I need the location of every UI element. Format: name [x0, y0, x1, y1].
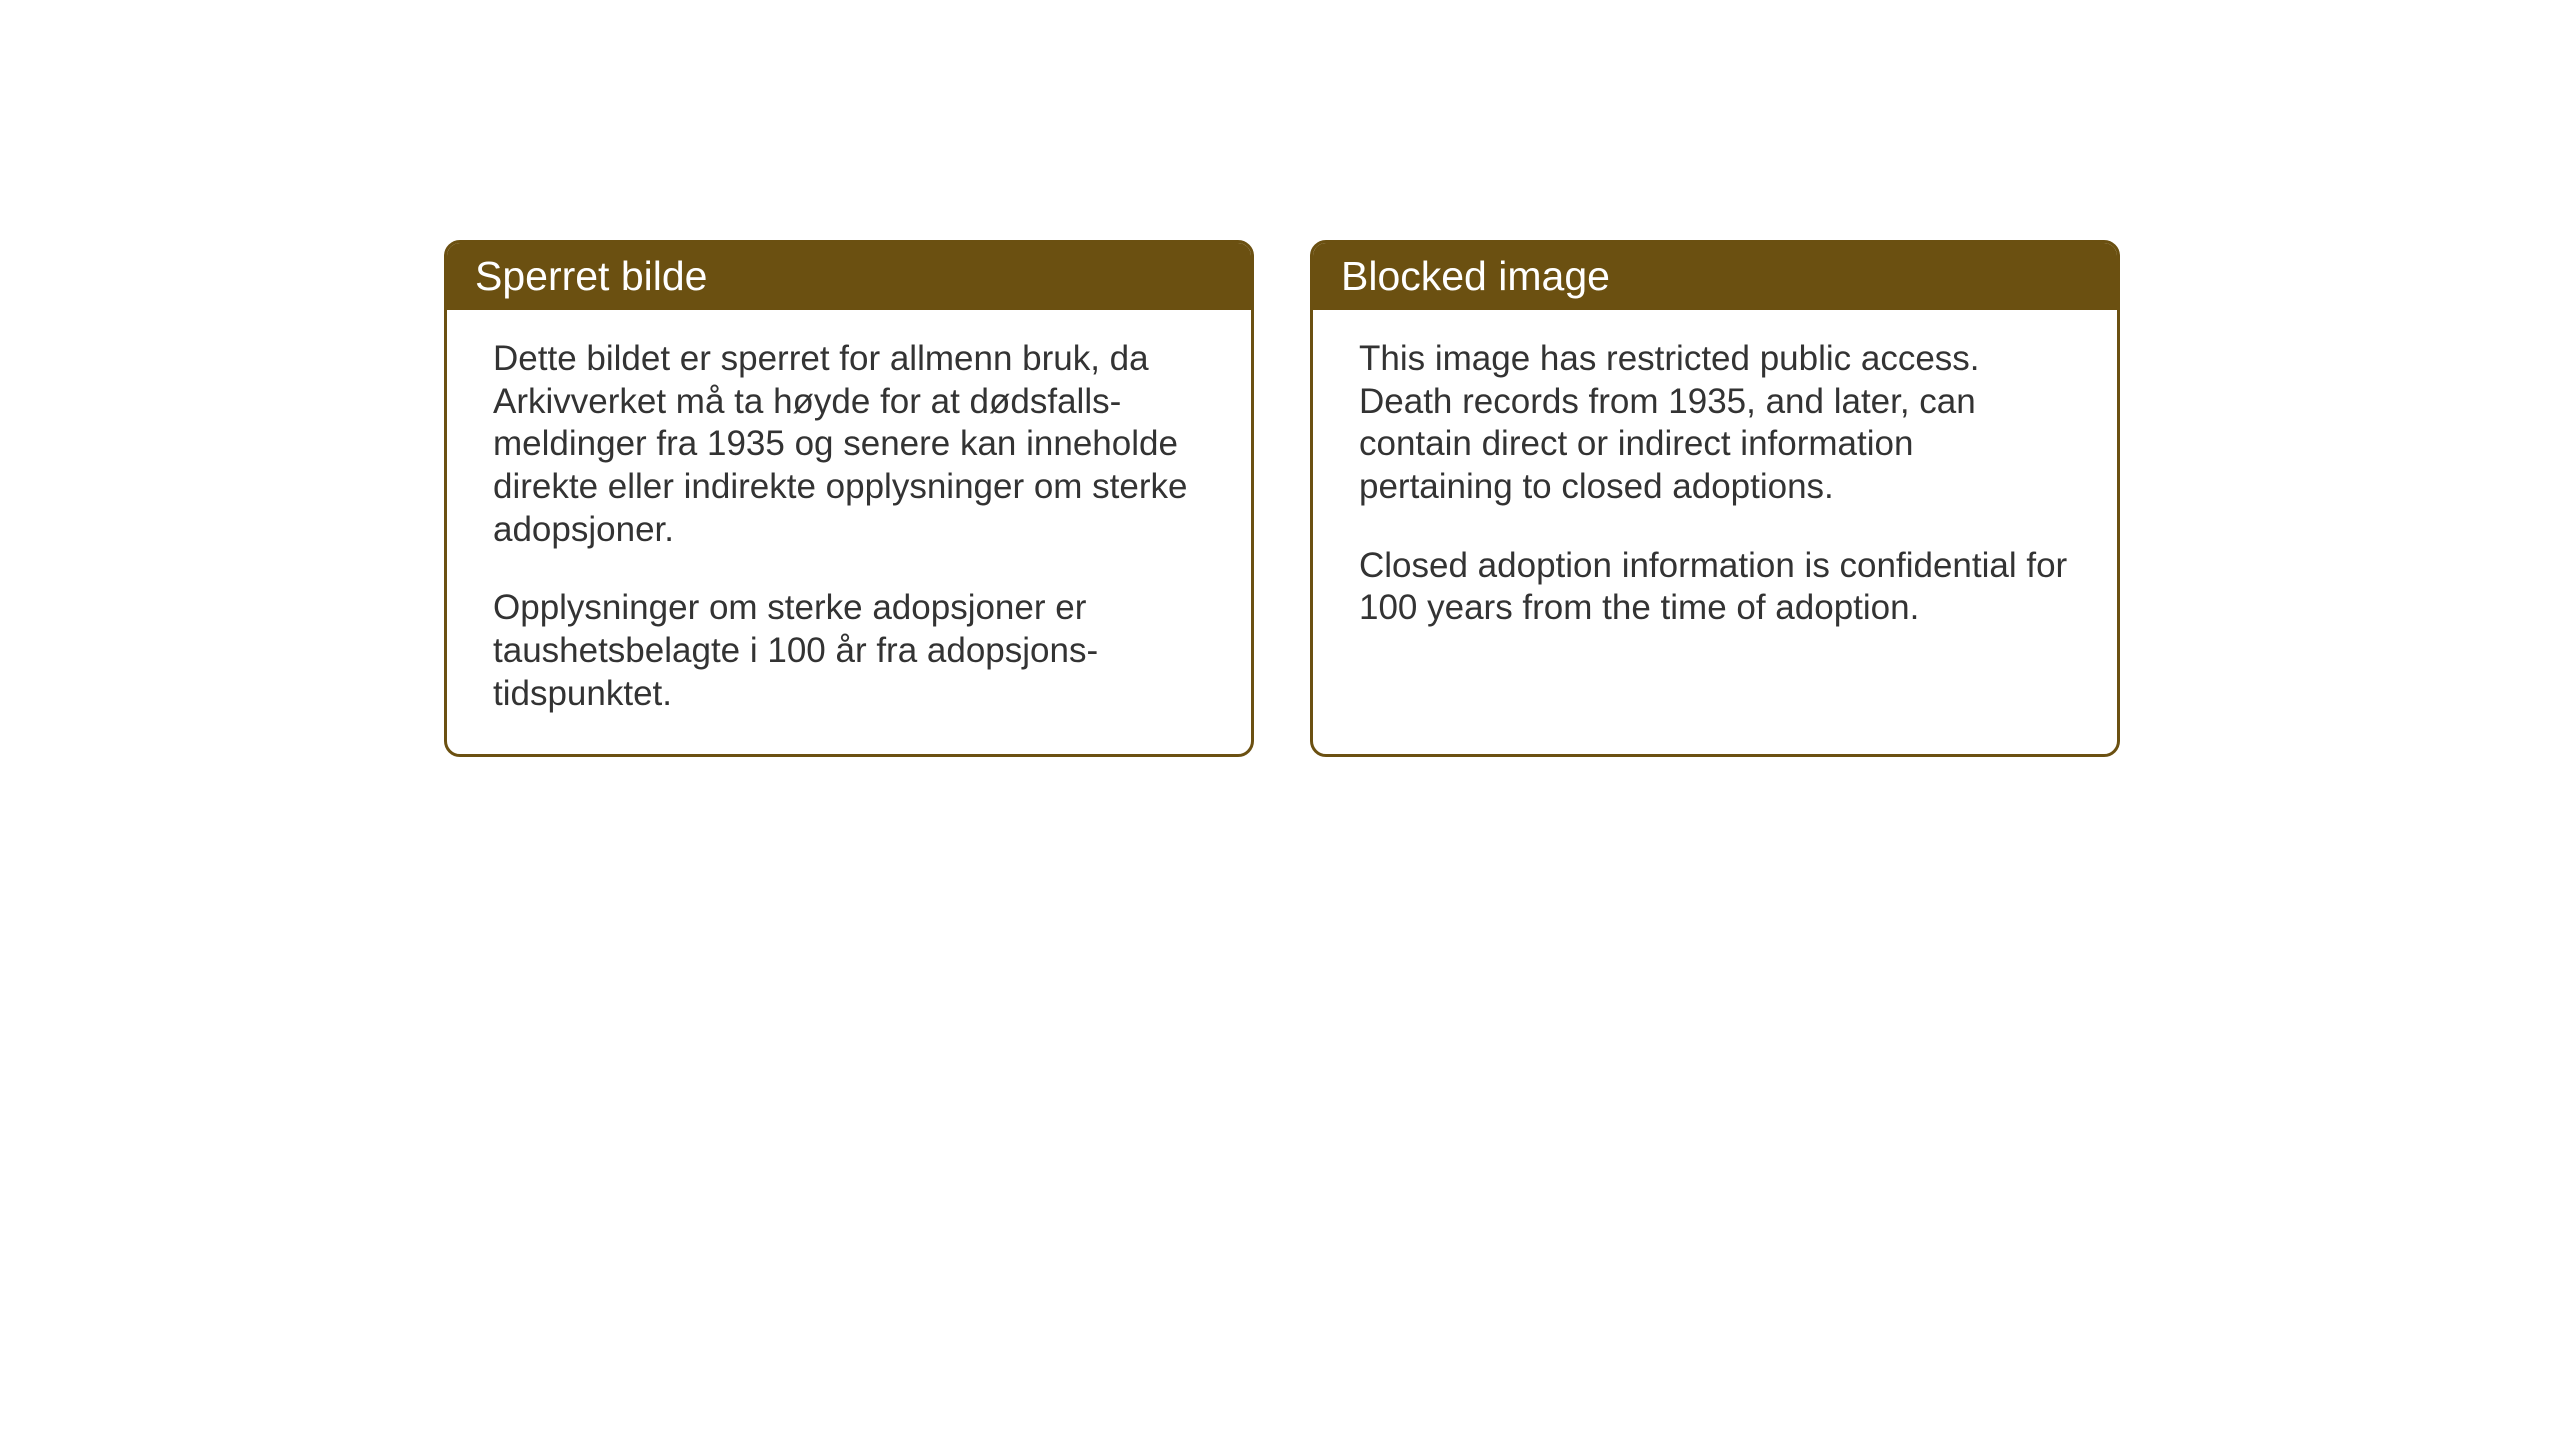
notice-card-english: Blocked image This image has restricted …	[1310, 240, 2120, 757]
card-title: Sperret bilde	[475, 253, 707, 299]
card-title: Blocked image	[1341, 253, 1610, 299]
notice-cards-container: Sperret bilde Dette bildet er sperret fo…	[444, 240, 2120, 757]
card-paragraph-2: Opplysninger om sterke adopsjoner er tau…	[493, 587, 1205, 715]
card-paragraph-1: This image has restricted public access.…	[1359, 338, 2071, 509]
card-header-english: Blocked image	[1313, 243, 2117, 310]
card-body-english: This image has restricted public access.…	[1313, 310, 2117, 668]
card-body-norwegian: Dette bildet er sperret for allmenn bruk…	[447, 310, 1251, 754]
card-paragraph-2: Closed adoption information is confident…	[1359, 545, 2071, 630]
card-paragraph-1: Dette bildet er sperret for allmenn bruk…	[493, 338, 1205, 551]
card-header-norwegian: Sperret bilde	[447, 243, 1251, 310]
notice-card-norwegian: Sperret bilde Dette bildet er sperret fo…	[444, 240, 1254, 757]
